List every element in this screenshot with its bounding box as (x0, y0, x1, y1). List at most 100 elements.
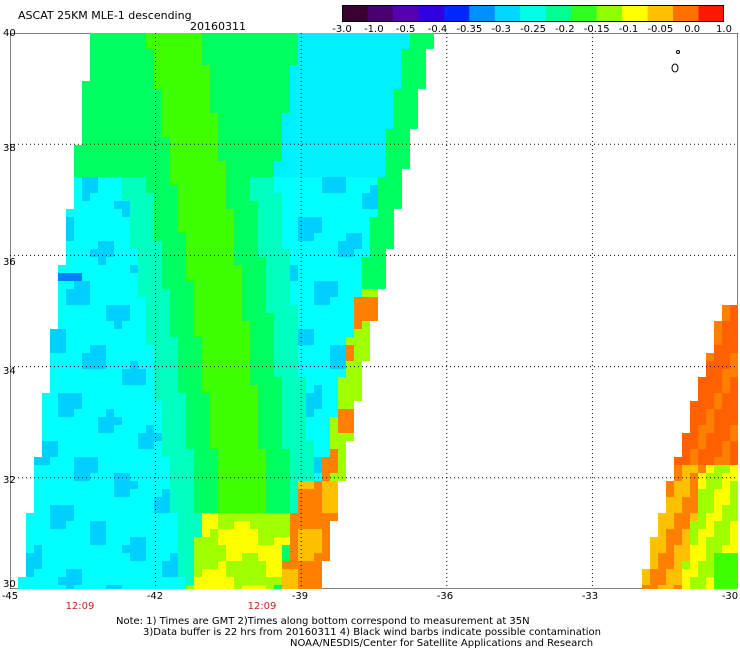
data-cell (138, 305, 146, 313)
data-cell (42, 401, 50, 409)
data-cell (282, 489, 290, 497)
data-cell (58, 393, 66, 401)
data-cell (274, 577, 282, 585)
data-cell (194, 81, 202, 89)
data-cell (362, 353, 370, 361)
data-cell (130, 177, 138, 185)
data-cell (250, 73, 258, 81)
data-cell (178, 313, 186, 321)
data-cell (258, 289, 266, 297)
data-cell (82, 465, 90, 473)
data-cell (202, 177, 210, 185)
data-cell (218, 121, 226, 129)
data-cell (698, 521, 706, 529)
data-cell (162, 465, 170, 473)
data-cell (314, 449, 322, 457)
data-cell (58, 505, 66, 513)
data-cell (194, 505, 202, 513)
data-cell (250, 465, 258, 473)
data-cell (290, 209, 298, 217)
data-cell (706, 465, 714, 473)
data-cell (106, 225, 114, 233)
data-cell (250, 385, 258, 393)
data-cell (242, 225, 250, 233)
data-cell (162, 321, 170, 329)
data-cell (122, 225, 130, 233)
data-cell (98, 345, 106, 353)
data-cell (210, 185, 218, 193)
data-cell (154, 569, 162, 577)
data-cell (194, 369, 202, 377)
data-cell (722, 417, 730, 425)
data-cell (218, 281, 226, 289)
data-cell (226, 393, 234, 401)
data-cell (226, 97, 234, 105)
data-cell (690, 497, 698, 505)
data-cell (122, 153, 130, 161)
data-cell (346, 153, 354, 161)
data-cell (178, 497, 186, 505)
data-cell (274, 385, 282, 393)
data-cell (338, 393, 346, 401)
data-cell (362, 129, 370, 137)
data-cell (114, 553, 122, 561)
data-cell (250, 49, 258, 57)
data-cell (402, 113, 410, 121)
colorbar-tick-label: -1.0 (364, 24, 384, 35)
data-cell (330, 241, 338, 249)
data-cell (170, 433, 178, 441)
data-cell (322, 49, 330, 57)
data-cell (258, 145, 266, 153)
data-cell (90, 513, 98, 521)
data-cell (346, 417, 354, 425)
data-cell (106, 425, 114, 433)
data-cell (90, 457, 98, 465)
data-cell (74, 217, 82, 225)
data-cell (314, 513, 322, 521)
data-cell (170, 377, 178, 385)
data-cell (706, 553, 714, 561)
data-cell (266, 489, 274, 497)
data-cell (178, 257, 186, 265)
data-cell (234, 433, 242, 441)
data-cell (314, 345, 322, 353)
data-cell (298, 329, 306, 337)
data-cell (258, 153, 266, 161)
data-cell (386, 73, 394, 81)
data-cell (154, 353, 162, 361)
data-cell (170, 321, 178, 329)
data-cell (130, 361, 138, 369)
data-cell (258, 465, 266, 473)
data-cell (722, 433, 730, 441)
data-cell (162, 281, 170, 289)
data-cell (74, 289, 82, 297)
data-cell (66, 225, 74, 233)
data-cell (66, 257, 74, 265)
data-cell (90, 185, 98, 193)
data-cell (362, 105, 370, 113)
data-cell (402, 57, 410, 65)
data-cell (314, 177, 322, 185)
data-cell (258, 273, 266, 281)
data-cell (306, 233, 314, 241)
data-cell (242, 417, 250, 425)
data-cell (298, 513, 306, 521)
data-cell (194, 273, 202, 281)
data-cell (298, 161, 306, 169)
data-cell (338, 89, 346, 97)
data-cell (98, 441, 106, 449)
data-cell (130, 121, 138, 129)
data-cell (146, 73, 154, 81)
data-cell (234, 249, 242, 257)
data-cell (274, 481, 282, 489)
data-cell (386, 113, 394, 121)
data-cell (346, 265, 354, 273)
data-cell (202, 433, 210, 441)
data-cell (698, 545, 706, 553)
data-cell (90, 505, 98, 513)
data-cell (706, 481, 714, 489)
data-cell (218, 489, 226, 497)
data-cell (402, 49, 410, 57)
data-cell (82, 457, 90, 465)
data-cell (266, 385, 274, 393)
